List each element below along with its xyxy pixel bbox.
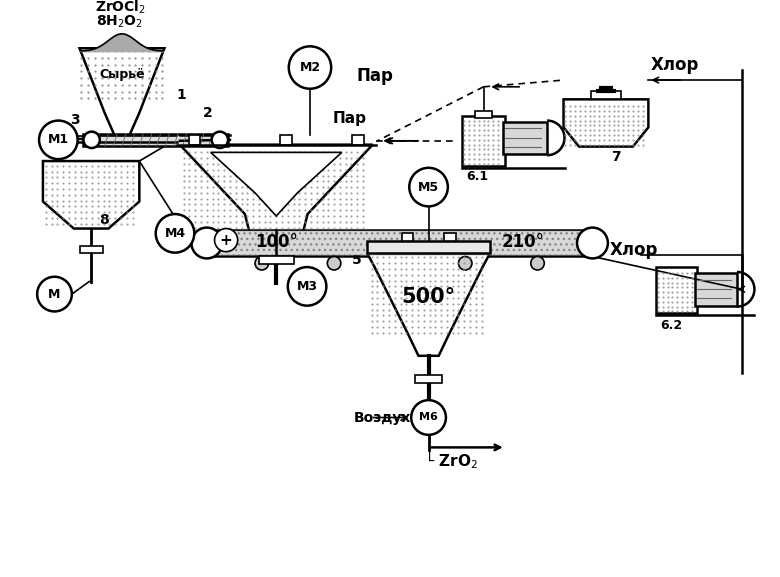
Text: 7: 7 <box>611 150 620 164</box>
Polygon shape <box>183 148 369 228</box>
Bar <box>259 257 293 264</box>
Circle shape <box>156 214 194 253</box>
Bar <box>80 246 103 253</box>
Text: 6.1: 6.1 <box>466 170 488 183</box>
Bar <box>402 233 413 241</box>
Text: 100°: 100° <box>255 233 298 251</box>
Text: 8H$_2$O$_2$: 8H$_2$O$_2$ <box>97 14 144 31</box>
Polygon shape <box>80 48 165 137</box>
Text: 3: 3 <box>70 114 80 128</box>
Text: Пар: Пар <box>356 67 393 85</box>
Bar <box>656 267 697 313</box>
Polygon shape <box>563 99 648 147</box>
Polygon shape <box>211 152 342 216</box>
Text: 6.2: 6.2 <box>660 319 682 332</box>
Text: M: M <box>48 287 61 301</box>
Text: Сырьё: Сырьё <box>99 68 145 81</box>
Bar <box>475 111 492 118</box>
Circle shape <box>328 257 341 270</box>
Circle shape <box>37 277 72 312</box>
Text: 210°: 210° <box>502 233 544 251</box>
Bar <box>83 133 228 146</box>
Circle shape <box>411 400 446 435</box>
Text: M2: M2 <box>300 61 321 74</box>
Text: 4: 4 <box>399 280 410 294</box>
Circle shape <box>288 267 326 306</box>
Bar <box>211 231 589 254</box>
Bar <box>353 135 364 145</box>
Bar <box>189 135 200 145</box>
Circle shape <box>289 46 332 89</box>
Bar <box>280 135 292 145</box>
Text: ZrOCl$_2$: ZrOCl$_2$ <box>94 0 146 17</box>
Bar <box>415 375 442 383</box>
Text: $└$ ZrO$_2$: $└$ ZrO$_2$ <box>424 449 477 471</box>
Text: M6: M6 <box>419 413 438 422</box>
Bar <box>590 91 622 99</box>
Circle shape <box>211 132 228 148</box>
Text: Пар: Пар <box>332 111 366 126</box>
Bar <box>444 233 456 241</box>
Text: +: + <box>220 233 232 248</box>
Text: M5: M5 <box>418 181 439 193</box>
Text: Воздух: Воздух <box>353 411 411 425</box>
Bar <box>209 230 590 257</box>
Circle shape <box>39 121 78 159</box>
Text: M1: M1 <box>48 133 69 147</box>
Text: Хлор: Хлор <box>610 241 658 258</box>
Bar <box>503 122 547 154</box>
Circle shape <box>83 132 100 148</box>
Circle shape <box>410 168 448 207</box>
Bar <box>695 273 737 306</box>
Polygon shape <box>83 51 161 100</box>
Polygon shape <box>43 161 140 228</box>
Text: 1: 1 <box>176 88 186 102</box>
Bar <box>463 116 505 166</box>
Circle shape <box>459 257 472 270</box>
Text: M3: M3 <box>296 280 317 293</box>
Polygon shape <box>180 145 373 233</box>
Polygon shape <box>367 253 491 356</box>
Bar <box>367 241 491 253</box>
Text: Хлор: Хлор <box>651 57 699 74</box>
Text: 5: 5 <box>352 253 361 267</box>
Text: 8: 8 <box>99 213 108 227</box>
Text: M4: M4 <box>165 227 186 240</box>
Circle shape <box>215 228 238 252</box>
Text: 500°: 500° <box>402 287 456 306</box>
Circle shape <box>191 227 222 258</box>
Text: 2: 2 <box>203 106 213 119</box>
Circle shape <box>577 227 608 258</box>
Circle shape <box>530 257 544 270</box>
Circle shape <box>255 257 268 270</box>
